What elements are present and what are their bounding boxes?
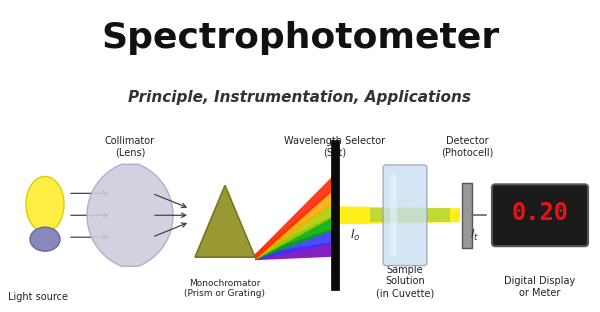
- Bar: [370, 208, 450, 222]
- Polygon shape: [255, 215, 335, 260]
- Text: Digital Display
or Meter: Digital Display or Meter: [505, 276, 575, 298]
- Text: Light source: Light source: [8, 292, 68, 302]
- FancyBboxPatch shape: [492, 184, 588, 246]
- Text: Principle, Instrumentation, Applications: Principle, Instrumentation, Applications: [128, 90, 472, 105]
- Text: $I_o$: $I_o$: [350, 228, 361, 243]
- Polygon shape: [339, 206, 460, 224]
- Polygon shape: [87, 164, 173, 266]
- Bar: [390, 174, 397, 257]
- Polygon shape: [255, 201, 335, 260]
- Polygon shape: [195, 185, 255, 257]
- Polygon shape: [255, 188, 335, 260]
- Text: Detector
(Photocell): Detector (Photocell): [441, 135, 493, 157]
- Ellipse shape: [30, 227, 60, 251]
- FancyBboxPatch shape: [383, 165, 427, 266]
- Polygon shape: [255, 242, 335, 260]
- Text: Monochromator
(Prism or Grating): Monochromator (Prism or Grating): [185, 279, 265, 298]
- Bar: [331, 140, 339, 290]
- Polygon shape: [255, 228, 335, 260]
- Polygon shape: [255, 174, 335, 260]
- Text: Wavelength Selector
(Slit): Wavelength Selector (Slit): [284, 135, 386, 157]
- Bar: [462, 183, 472, 248]
- Text: $I_t$: $I_t$: [470, 228, 479, 243]
- Text: 0.20: 0.20: [511, 201, 569, 225]
- Text: Sample
Solution
(in Cuvette): Sample Solution (in Cuvette): [376, 265, 434, 298]
- Ellipse shape: [26, 176, 64, 232]
- Text: Spectrophotometer: Spectrophotometer: [101, 21, 499, 55]
- Text: Collimator
(Lens): Collimator (Lens): [105, 135, 155, 157]
